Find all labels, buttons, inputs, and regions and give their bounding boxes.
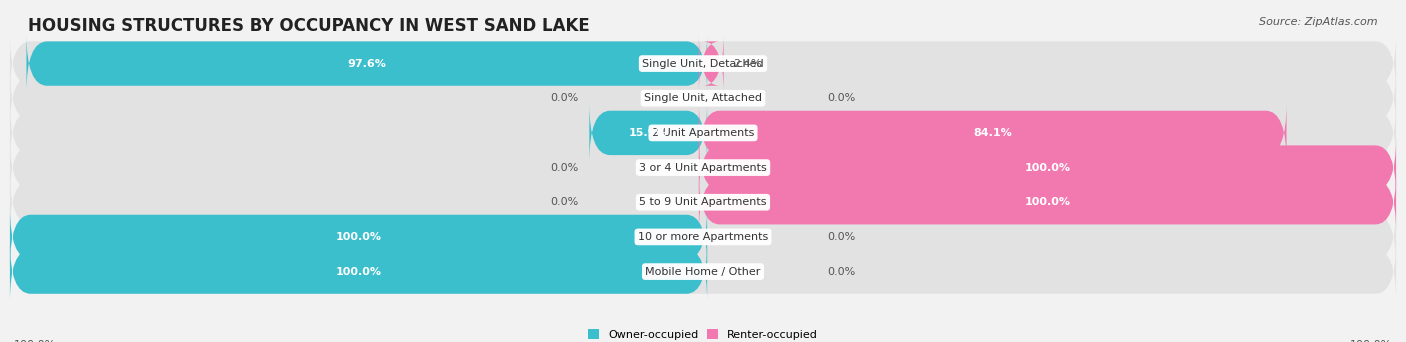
FancyBboxPatch shape [699,103,1286,163]
FancyBboxPatch shape [10,68,1396,128]
FancyBboxPatch shape [699,172,1396,232]
FancyBboxPatch shape [699,34,724,93]
FancyBboxPatch shape [699,138,1396,197]
Text: Source: ZipAtlas.com: Source: ZipAtlas.com [1260,17,1378,27]
Text: 10 or more Apartments: 10 or more Apartments [638,232,768,242]
Legend: Owner-occupied, Renter-occupied: Owner-occupied, Renter-occupied [583,325,823,342]
Text: 2 Unit Apartments: 2 Unit Apartments [652,128,754,138]
FancyBboxPatch shape [10,138,1396,197]
Text: 100.0%: 100.0% [14,340,56,342]
FancyBboxPatch shape [27,34,707,93]
Text: Mobile Home / Other: Mobile Home / Other [645,266,761,277]
Text: 97.6%: 97.6% [347,58,387,69]
Text: 15.9%: 15.9% [628,128,668,138]
Text: 3 or 4 Unit Apartments: 3 or 4 Unit Apartments [640,162,766,173]
Text: 100.0%: 100.0% [1025,162,1070,173]
Text: 0.0%: 0.0% [827,93,855,103]
Text: 100.0%: 100.0% [1025,197,1070,207]
FancyBboxPatch shape [10,242,1396,301]
Text: Single Unit, Attached: Single Unit, Attached [644,93,762,103]
Text: 84.1%: 84.1% [973,128,1012,138]
Text: 0.0%: 0.0% [551,93,579,103]
Text: 2.4%: 2.4% [734,58,762,69]
Text: 100.0%: 100.0% [1350,340,1392,342]
Text: 0.0%: 0.0% [551,197,579,207]
FancyBboxPatch shape [10,242,707,301]
Text: 0.0%: 0.0% [827,232,855,242]
FancyBboxPatch shape [589,103,707,163]
Text: HOUSING STRUCTURES BY OCCUPANCY IN WEST SAND LAKE: HOUSING STRUCTURES BY OCCUPANCY IN WEST … [28,17,591,35]
FancyBboxPatch shape [10,207,1396,267]
Text: 0.0%: 0.0% [551,162,579,173]
Text: 0.0%: 0.0% [827,266,855,277]
FancyBboxPatch shape [10,34,1396,93]
FancyBboxPatch shape [10,172,1396,232]
Text: Single Unit, Detached: Single Unit, Detached [643,58,763,69]
Text: 100.0%: 100.0% [336,266,381,277]
Text: 5 to 9 Unit Apartments: 5 to 9 Unit Apartments [640,197,766,207]
FancyBboxPatch shape [10,207,707,267]
FancyBboxPatch shape [10,103,1396,163]
Text: 100.0%: 100.0% [336,232,381,242]
